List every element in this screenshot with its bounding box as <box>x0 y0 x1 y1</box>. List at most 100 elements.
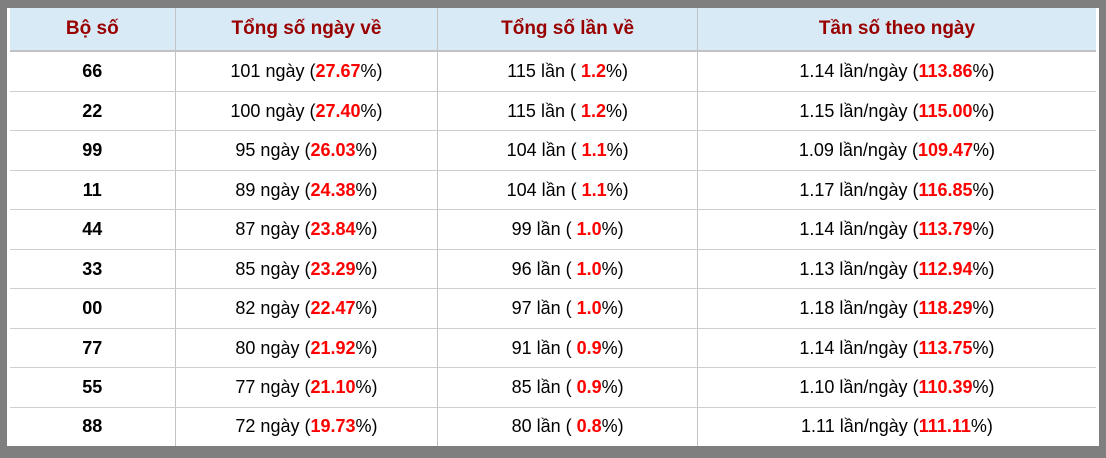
table-row: 00 82 ngày (22.47%) 97 lần ( 1.0%) 1.18 … <box>10 288 1096 329</box>
total-days-cell: 87 ngày (23.84%) <box>175 209 439 250</box>
frequency-cell: 1.15 lần/ngày (115.00%) <box>697 91 1096 132</box>
frequency-percent: 113.75 <box>918 337 973 358</box>
days-text: 85 ngày ( <box>235 258 311 279</box>
times-percent: 0.8 <box>576 416 602 437</box>
days-suffix: %) <box>360 60 383 81</box>
days-percent: 23.84 <box>310 219 356 240</box>
days-suffix: %) <box>355 298 378 319</box>
pair-number-cell: 33 <box>10 249 176 290</box>
times-suffix: %) <box>606 140 629 161</box>
frequency-suffix: %) <box>972 337 995 358</box>
frequency-text: 1.18 lần/ngày ( <box>799 298 919 319</box>
frequency-percent: 115.00 <box>918 100 973 121</box>
total-days-cell: 95 ngày (26.03%) <box>175 130 439 171</box>
times-text: 85 lần ( <box>511 377 577 398</box>
frequency-cell: 1.18 lần/ngày (118.29%) <box>697 288 1096 329</box>
times-text: 91 lần ( <box>511 337 577 358</box>
times-suffix: %) <box>606 179 629 200</box>
days-percent: 26.03 <box>310 140 356 161</box>
lottery-pair-statistics-table: Bộ số Tổng số ngày về Tổng số lần về Tần… <box>10 8 1096 446</box>
total-times-cell: 115 lần ( 1.2%) <box>437 51 698 92</box>
frequency-cell: 1.09 lần/ngày (109.47%) <box>697 130 1096 171</box>
frequency-suffix: %) <box>972 258 995 279</box>
pair-number-cell: 44 <box>10 209 176 250</box>
days-percent: 21.92 <box>310 337 356 358</box>
days-suffix: %) <box>355 140 378 161</box>
frequency-suffix: %) <box>972 377 995 398</box>
days-text: 80 ngày ( <box>235 337 311 358</box>
days-percent: 22.47 <box>310 298 356 319</box>
frequency-suffix: %) <box>970 416 993 437</box>
header-frequency-per-day: Tần số theo ngày <box>697 8 1096 52</box>
pair-number-cell: 77 <box>10 328 176 369</box>
pair-number-cell: 00 <box>10 288 176 329</box>
days-suffix: %) <box>355 179 378 200</box>
times-percent: 0.9 <box>576 337 602 358</box>
pair-number-cell: 55 <box>10 367 176 408</box>
times-text: 104 lần ( <box>506 179 582 200</box>
frequency-text: 1.10 lần/ngày ( <box>799 377 919 398</box>
table-row: 11 89 ngày (24.38%) 104 lần ( 1.1%) 1.17… <box>10 170 1096 211</box>
pair-number-cell: 22 <box>10 91 176 132</box>
frequency-suffix: %) <box>972 100 995 121</box>
pair-number-cell: 11 <box>10 170 176 211</box>
times-text: 96 lần ( <box>511 258 577 279</box>
frequency-percent: 116.85 <box>918 179 973 200</box>
total-days-cell: 100 ngày (27.40%) <box>175 91 439 132</box>
times-text: 115 lần ( <box>507 60 581 81</box>
total-times-cell: 96 lần ( 1.0%) <box>437 249 698 290</box>
pair-number: 66 <box>82 60 103 81</box>
table-row: 66 101 ngày (27.67%) 115 lần ( 1.2%) 1.1… <box>10 51 1096 92</box>
days-text: 87 ngày ( <box>235 219 311 240</box>
total-times-cell: 115 lần ( 1.2%) <box>437 91 698 132</box>
frequency-cell: 1.14 lần/ngày (113.75%) <box>697 328 1096 369</box>
days-percent: 27.67 <box>315 60 361 81</box>
header-total-days: Tổng số ngày về <box>175 8 439 52</box>
pair-number-cell: 99 <box>10 130 176 171</box>
frequency-text: 1.17 lần/ngày ( <box>799 179 919 200</box>
days-percent: 24.38 <box>310 179 356 200</box>
days-percent: 23.29 <box>310 258 356 279</box>
frequency-cell: 1.17 lần/ngày (116.85%) <box>697 170 1096 211</box>
days-percent: 27.40 <box>315 100 361 121</box>
times-text: 97 lần ( <box>511 298 577 319</box>
header-pair-number: Bộ số <box>10 8 176 52</box>
table-row: 33 85 ngày (23.29%) 96 lần ( 1.0%) 1.13 … <box>10 249 1096 290</box>
times-text: 115 lần ( <box>507 100 581 121</box>
days-text: 100 ngày ( <box>230 100 316 121</box>
times-text: 99 lần ( <box>511 219 577 240</box>
frequency-text: 1.14 lần/ngày ( <box>799 219 919 240</box>
table-row: 77 80 ngày (21.92%) 91 lần ( 0.9%) 1.14 … <box>10 328 1096 369</box>
days-suffix: %) <box>360 100 383 121</box>
pair-number-cell: 88 <box>10 407 176 446</box>
frequency-text: 1.13 lần/ngày ( <box>799 258 919 279</box>
days-text: 89 ngày ( <box>235 179 311 200</box>
pair-number: 33 <box>82 258 103 279</box>
days-percent: 19.73 <box>310 416 356 437</box>
days-suffix: %) <box>355 337 378 358</box>
total-days-cell: 72 ngày (19.73%) <box>175 407 439 446</box>
total-days-cell: 89 ngày (24.38%) <box>175 170 439 211</box>
days-suffix: %) <box>355 219 378 240</box>
frequency-percent: 112.94 <box>918 258 973 279</box>
frequency-text: 1.14 lần/ngày ( <box>799 337 919 358</box>
frequency-percent: 111.11 <box>918 416 971 437</box>
frequency-cell: 1.14 lần/ngày (113.79%) <box>697 209 1096 250</box>
frequency-suffix: %) <box>972 219 995 240</box>
times-suffix: %) <box>601 416 624 437</box>
frequency-text: 1.15 lần/ngày ( <box>799 100 919 121</box>
frequency-percent: 110.39 <box>918 377 973 398</box>
days-suffix: %) <box>355 258 378 279</box>
days-text: 95 ngày ( <box>235 140 311 161</box>
frequency-percent: 109.47 <box>917 140 974 161</box>
days-suffix: %) <box>355 416 378 437</box>
frequency-suffix: %) <box>973 140 996 161</box>
total-days-cell: 80 ngày (21.92%) <box>175 328 439 369</box>
total-times-cell: 85 lần ( 0.9%) <box>437 367 698 408</box>
frequency-text: 1.14 lần/ngày ( <box>799 60 919 81</box>
times-suffix: %) <box>601 377 624 398</box>
days-text: 72 ngày ( <box>235 416 311 437</box>
total-times-cell: 97 lần ( 1.0%) <box>437 288 698 329</box>
total-days-cell: 82 ngày (22.47%) <box>175 288 439 329</box>
